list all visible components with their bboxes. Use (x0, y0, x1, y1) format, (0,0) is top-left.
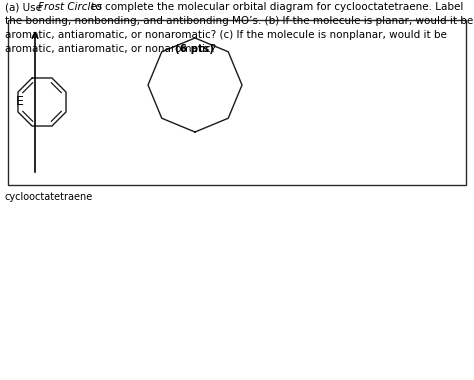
Text: cyclooctatetraene: cyclooctatetraene (5, 192, 93, 202)
Bar (8, 20, 466, 185)
Text: (6 pts): (6 pts) (175, 44, 214, 54)
Text: (a) Use: (a) Use (5, 2, 45, 12)
Text: the bonding, nonbonding, and antibonding MO’s. (b) If the molecule is planar, wo: the bonding, nonbonding, and antibonding… (5, 16, 473, 26)
Text: aromatic, antiaromatic, or nonaromatic?: aromatic, antiaromatic, or nonaromatic? (5, 44, 223, 54)
Text: to complete the molecular orbital diagram for cyclooctatetraene. Label: to complete the molecular orbital diagra… (88, 2, 463, 12)
Text: aromatic, antiaromatic, or nonaromatic? (c) If the molecule is nonplanar, would : aromatic, antiaromatic, or nonaromatic? … (5, 30, 447, 40)
Text: Frost Circles: Frost Circles (38, 2, 102, 12)
Text: E: E (16, 95, 24, 108)
